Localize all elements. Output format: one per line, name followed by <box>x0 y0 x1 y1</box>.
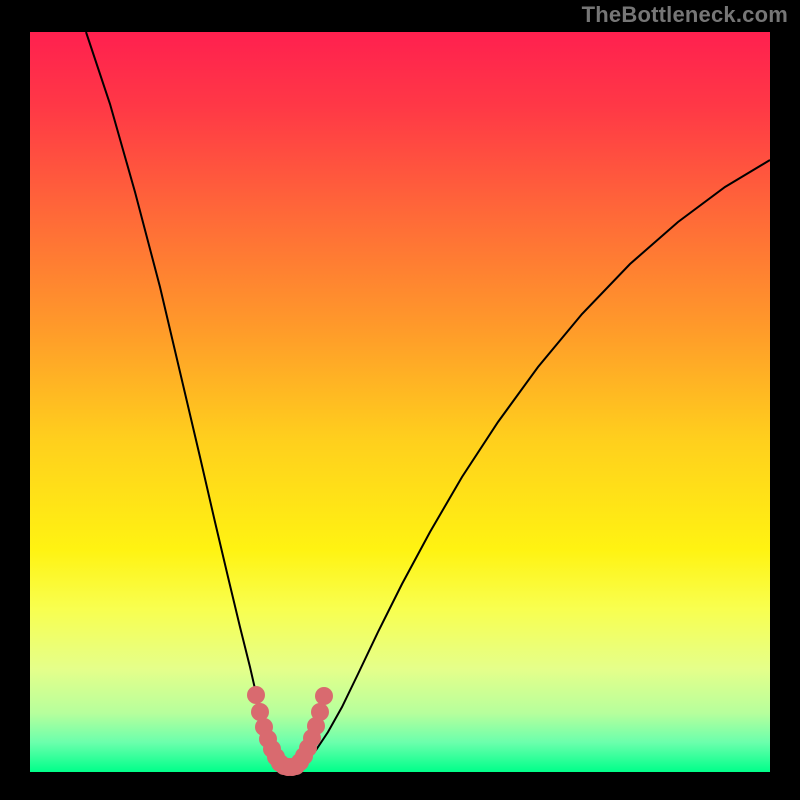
watermark-text: TheBottleneck.com <box>582 2 788 28</box>
plot-area <box>30 32 770 772</box>
chart-frame: TheBottleneck.com <box>0 0 800 800</box>
